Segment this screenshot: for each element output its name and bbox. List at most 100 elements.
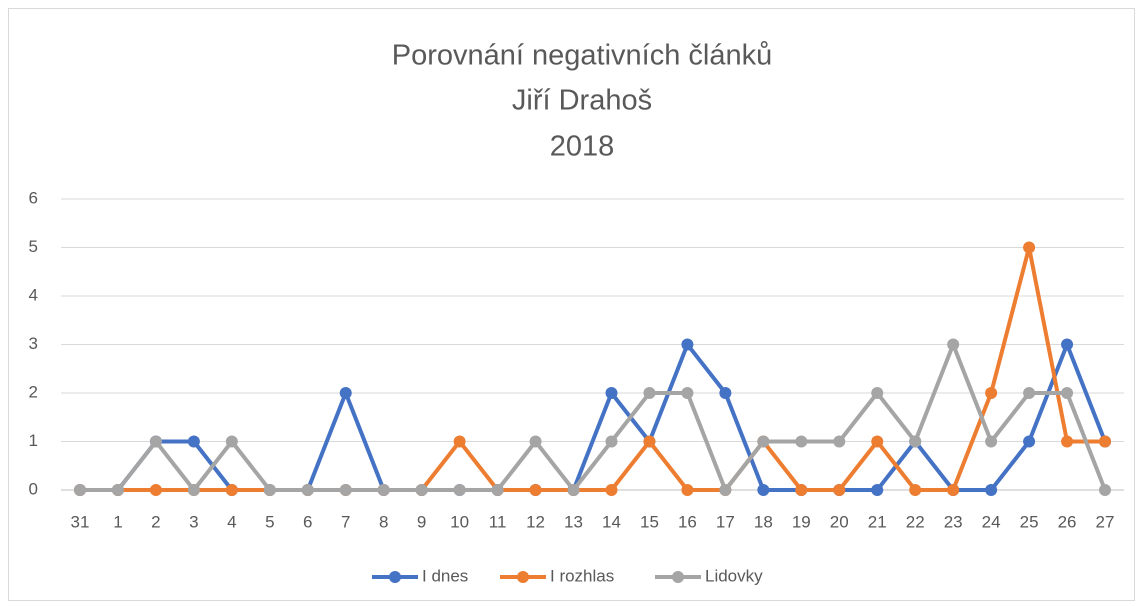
x-tick-label: 12 bbox=[526, 512, 545, 531]
data-point bbox=[1099, 484, 1112, 496]
data-point bbox=[187, 435, 200, 448]
chart-frame bbox=[8, 8, 1135, 601]
chart-title: Jiří Drahoš bbox=[512, 85, 652, 117]
x-tick-label: 22 bbox=[906, 512, 925, 531]
x-tick-label: 23 bbox=[944, 512, 963, 531]
data-point bbox=[1099, 435, 1112, 448]
data-point bbox=[225, 435, 238, 448]
data-point bbox=[719, 387, 732, 399]
data-point bbox=[263, 484, 276, 496]
x-tick-label: 14 bbox=[602, 512, 621, 531]
legend-label: I rozhlas bbox=[550, 566, 614, 585]
x-tick-label: 15 bbox=[640, 512, 659, 531]
x-tick-label: 16 bbox=[678, 512, 697, 531]
legend-marker bbox=[389, 571, 401, 583]
legend-label: Lidovky bbox=[705, 566, 763, 585]
data-point bbox=[1023, 241, 1036, 254]
data-point bbox=[453, 435, 466, 448]
data-point bbox=[985, 484, 998, 496]
data-point bbox=[415, 484, 428, 496]
data-point bbox=[73, 484, 86, 496]
x-tick-label: 9 bbox=[417, 512, 426, 531]
x-tick-label: 2 bbox=[151, 512, 160, 531]
series-line bbox=[79, 245, 1106, 492]
x-tick-label: 17 bbox=[716, 512, 735, 531]
chart-title: Porovnání negativních článků bbox=[392, 40, 772, 72]
data-point bbox=[1023, 387, 1036, 399]
data-point bbox=[149, 435, 162, 448]
x-tick-label: 19 bbox=[792, 512, 811, 531]
y-tick-label: 6 bbox=[29, 188, 38, 207]
data-point bbox=[681, 338, 694, 351]
x-tick-label: 7 bbox=[341, 512, 350, 531]
x-tick-label: 24 bbox=[982, 512, 1001, 531]
data-point bbox=[909, 435, 922, 448]
data-point bbox=[1061, 338, 1074, 351]
y-tick-label: 1 bbox=[29, 431, 38, 450]
y-tick-label: 4 bbox=[29, 285, 38, 304]
data-point bbox=[377, 484, 390, 496]
series-line bbox=[79, 342, 1107, 492]
x-tick-label: 4 bbox=[227, 512, 236, 531]
data-point bbox=[643, 435, 656, 448]
data-point bbox=[529, 435, 542, 448]
data-point bbox=[605, 484, 618, 496]
data-point bbox=[795, 484, 808, 496]
data-point bbox=[795, 435, 808, 448]
data-point bbox=[1061, 435, 1074, 448]
y-tick-label: 0 bbox=[29, 479, 38, 498]
legend-label: I dnes bbox=[422, 566, 468, 585]
data-point bbox=[339, 387, 352, 399]
data-point bbox=[567, 484, 580, 496]
x-tick-label: 21 bbox=[868, 512, 887, 531]
x-tick-label: 25 bbox=[1020, 512, 1039, 531]
data-point bbox=[453, 484, 466, 496]
data-point bbox=[301, 484, 314, 496]
data-point bbox=[111, 484, 124, 496]
data-point bbox=[947, 484, 960, 496]
x-tick-label: 31 bbox=[71, 512, 90, 531]
data-point bbox=[909, 484, 922, 496]
x-tick-label: 20 bbox=[830, 512, 849, 531]
data-point bbox=[149, 484, 162, 496]
data-point bbox=[643, 387, 656, 399]
y-tick-label: 2 bbox=[29, 382, 38, 401]
y-tick-label: 3 bbox=[29, 334, 38, 353]
data-point bbox=[985, 435, 998, 448]
data-point bbox=[833, 484, 846, 496]
x-tick-label: 3 bbox=[189, 512, 198, 531]
x-tick-label: 6 bbox=[303, 512, 312, 531]
x-tick-label: 26 bbox=[1058, 512, 1077, 531]
data-point bbox=[491, 484, 504, 496]
data-point bbox=[985, 387, 998, 399]
x-tick-label: 10 bbox=[450, 512, 469, 531]
data-point bbox=[871, 484, 884, 496]
legend-marker bbox=[517, 571, 529, 583]
data-point bbox=[339, 484, 352, 496]
data-point bbox=[947, 338, 960, 351]
data-point bbox=[225, 484, 238, 496]
data-point bbox=[605, 387, 618, 399]
data-point bbox=[187, 484, 200, 496]
data-point bbox=[871, 435, 884, 448]
data-point bbox=[757, 435, 770, 448]
data-point bbox=[681, 484, 694, 496]
data-point bbox=[1061, 387, 1074, 399]
x-tick-label: 8 bbox=[379, 512, 388, 531]
x-tick-label: 5 bbox=[265, 512, 274, 531]
y-tick-label: 5 bbox=[29, 237, 38, 256]
legend-marker bbox=[672, 571, 684, 583]
data-point bbox=[1023, 435, 1036, 448]
x-tick-label: 27 bbox=[1096, 512, 1115, 531]
data-point bbox=[681, 387, 694, 399]
x-tick-label: 13 bbox=[564, 512, 583, 531]
x-tick-label: 11 bbox=[489, 512, 507, 531]
data-point bbox=[529, 484, 542, 496]
data-point bbox=[757, 484, 770, 496]
data-point bbox=[719, 484, 732, 496]
x-tick-label: 1 bbox=[113, 512, 122, 531]
chart-title: 2018 bbox=[550, 131, 615, 163]
data-point bbox=[605, 435, 618, 448]
data-point bbox=[833, 435, 846, 448]
